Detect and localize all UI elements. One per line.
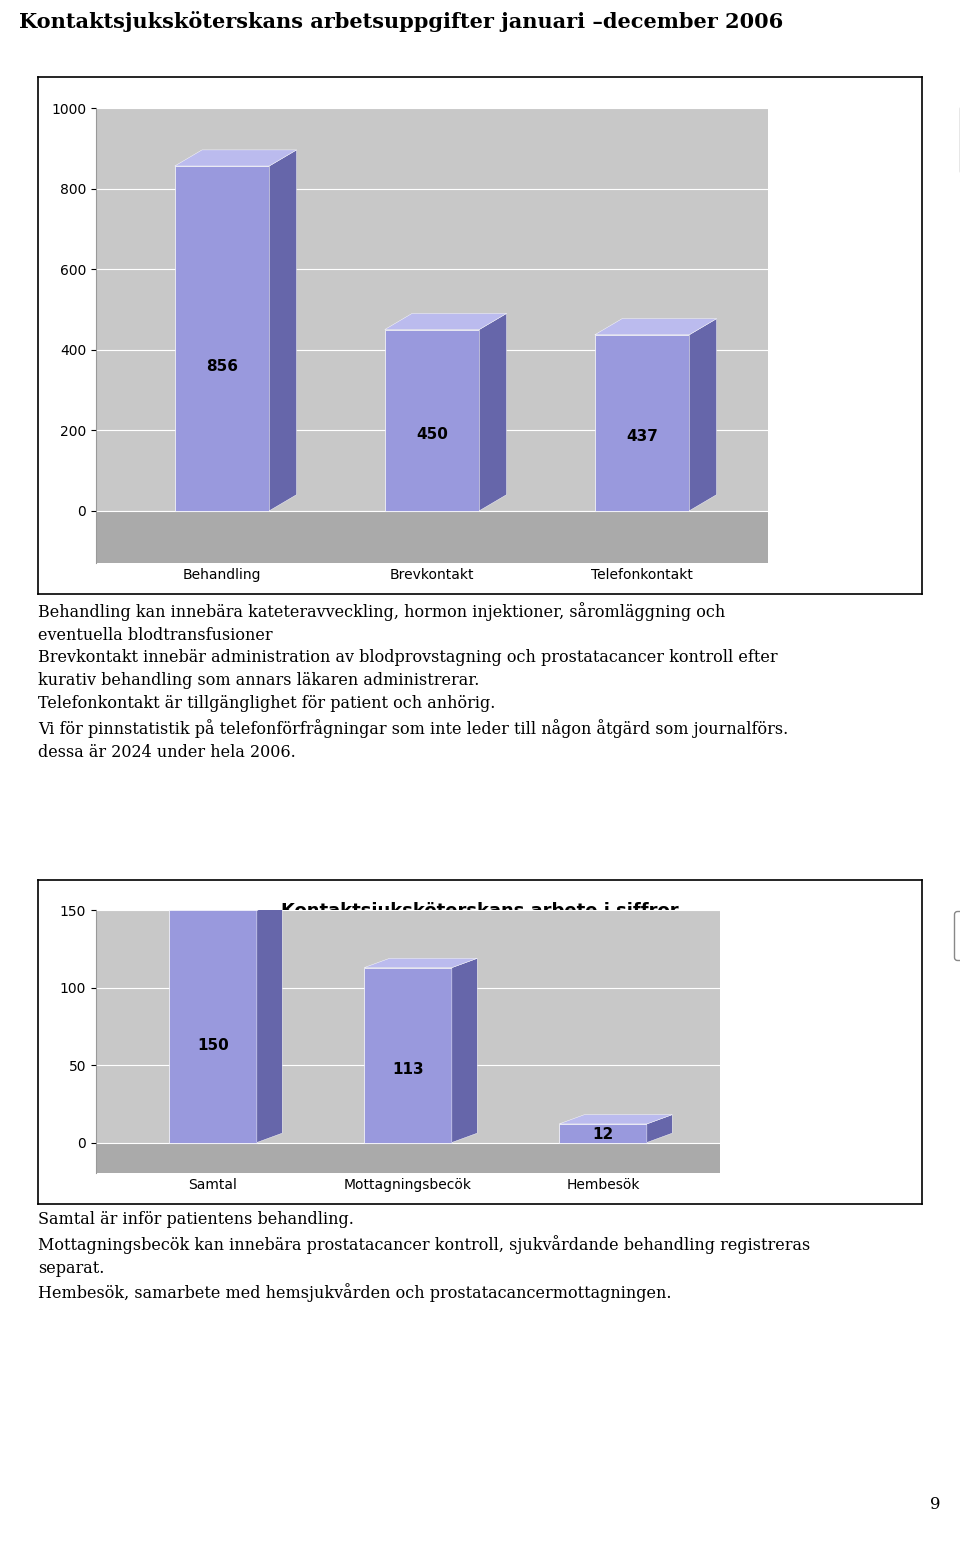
- FancyBboxPatch shape: [385, 330, 479, 511]
- Text: 9: 9: [930, 1495, 941, 1514]
- Polygon shape: [689, 319, 716, 511]
- Text: 12: 12: [592, 1128, 613, 1142]
- Bar: [96, 511, 768, 563]
- Polygon shape: [169, 901, 282, 910]
- FancyBboxPatch shape: [364, 967, 452, 1142]
- Polygon shape: [385, 313, 507, 330]
- Polygon shape: [647, 1114, 672, 1142]
- Text: Behandling kan innebära kateteravveckling, hormon injektioner, såromläggning och: Behandling kan innebära kateteravvecklin…: [38, 602, 789, 761]
- Polygon shape: [595, 319, 716, 335]
- FancyBboxPatch shape: [595, 335, 689, 511]
- Text: 856: 856: [206, 358, 238, 373]
- FancyBboxPatch shape: [169, 910, 257, 1142]
- Polygon shape: [559, 1114, 672, 1123]
- Polygon shape: [479, 313, 507, 511]
- Text: 150: 150: [197, 1037, 228, 1052]
- Polygon shape: [257, 901, 282, 1142]
- Text: Samtal är inför patientens behandling.
Mottagningsbесök kan innebära prostatacan: Samtal är inför patientens behandling. M…: [38, 1211, 810, 1302]
- Text: 450: 450: [416, 427, 448, 443]
- Text: 113: 113: [393, 1062, 423, 1077]
- Polygon shape: [269, 150, 297, 511]
- FancyBboxPatch shape: [559, 1123, 647, 1142]
- Polygon shape: [452, 958, 477, 1142]
- Polygon shape: [175, 150, 297, 167]
- FancyBboxPatch shape: [175, 167, 269, 511]
- Bar: [96, 1142, 720, 1173]
- Polygon shape: [364, 958, 477, 967]
- Text: 437: 437: [626, 429, 658, 444]
- Text: Kontaktsjuksköterskans arbete i siffror: Kontaktsjuksköterskans arbete i siffror: [281, 903, 679, 920]
- Legend: Serie2, Serie1: Serie2, Serie1: [954, 912, 960, 960]
- Text: Kontaktsjuksköterskans arbetsuppgifter januari –december 2006: Kontaktsjuksköterskans arbetsuppgifter j…: [19, 11, 783, 32]
- Text: Kontaktsjuksköterskans arbete i siffror: Kontaktsjuksköterskans arbete i siffror: [281, 113, 679, 131]
